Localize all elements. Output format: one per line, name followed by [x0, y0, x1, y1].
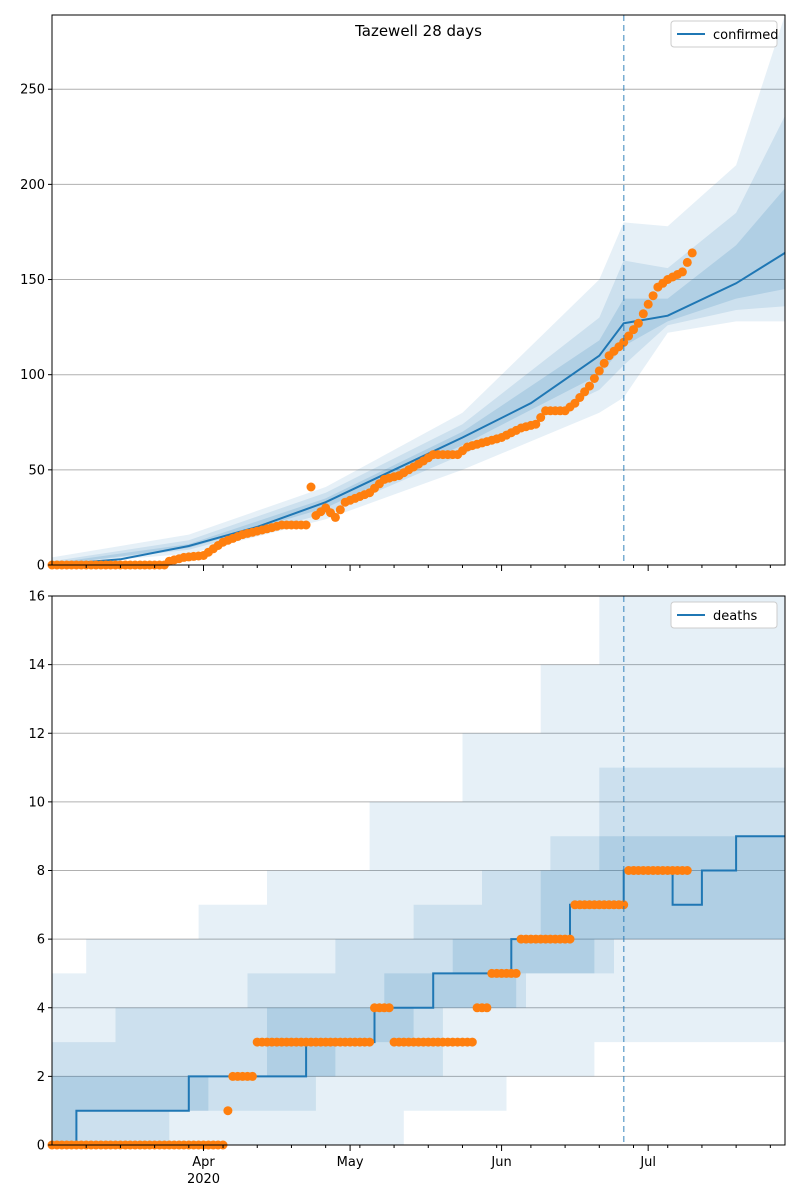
chart-title: Tazewell 28 days: [354, 22, 482, 40]
x-tick-label: Jun: [490, 1155, 511, 1170]
y-tick-label: 0: [37, 1139, 45, 1154]
deaths-axes: 0 2 4 6 8 10 12 14 16 Apr 2020 May Jun Jul: [28, 590, 786, 1187]
deaths-median-line-layer: [52, 835, 785, 1146]
observed-point: [335, 505, 345, 515]
observed-point: [633, 318, 643, 328]
observed-point: [301, 520, 311, 530]
y-tick-label: 6: [37, 933, 45, 948]
observed-point: [330, 512, 340, 522]
observed-point: [677, 267, 687, 277]
observed-point: [482, 1003, 492, 1013]
observed-point: [536, 413, 546, 422]
observed-point: [643, 299, 653, 309]
observed-point: [624, 331, 634, 341]
axes-frame: [51, 14, 786, 566]
observed-point: [599, 358, 609, 368]
legend-box: [670, 20, 778, 48]
observed-point: [223, 1106, 233, 1116]
uncertainty-band-outer: [52, 15, 785, 565]
y-tick-label: 10: [28, 795, 45, 810]
confirmed-median-line-layer: [51, 252, 786, 566]
series-line-confirmed: [51, 252, 786, 566]
observed-point: [687, 248, 697, 258]
observed-point: [629, 325, 638, 335]
y-tick-label: 100: [20, 368, 45, 383]
legend-label-deaths: deaths: [713, 609, 758, 624]
uncertainty-band-middle: [52, 630, 785, 1145]
y-tick-label: 0: [37, 559, 45, 574]
observed-point: [565, 934, 575, 944]
observed-point: [585, 381, 594, 391]
confirmed-axes: 0 50 100 150 200 250: [20, 14, 786, 574]
observed-point: [638, 309, 648, 319]
observed-point: [682, 257, 692, 267]
y-tick-label: 16: [28, 590, 45, 605]
y-tick-label: 14: [28, 658, 45, 673]
x-tick-sublabel: 2020: [187, 1172, 220, 1187]
legend-box: [670, 601, 778, 629]
deaths-panel: 0 2 4 6 8 10 12 14 16 Apr 2020 May Jun Jul deaths: [28, 590, 786, 1187]
observed-point: [384, 1003, 394, 1013]
y-tick-label: 4: [37, 1001, 45, 1016]
uncertainty-band-inner: [52, 767, 785, 1145]
series-line-deaths: [52, 835, 785, 1146]
y-tick-label: 200: [20, 178, 45, 193]
observed-point: [648, 291, 658, 301]
y-tick-label: 12: [28, 727, 45, 742]
observed-point: [682, 866, 692, 875]
y-tick-label: 2: [37, 1070, 45, 1085]
observed-point: [467, 1037, 477, 1047]
observed-point: [306, 482, 316, 492]
y-tick-label: 50: [28, 463, 45, 478]
y-tick-label: 150: [20, 273, 45, 288]
y-tick-label: 8: [37, 864, 45, 879]
x-tick-label: May: [337, 1155, 364, 1170]
deaths-legend: deaths: [670, 601, 778, 629]
observed-point: [589, 374, 599, 383]
confirmed-legend: confirmed: [670, 20, 779, 48]
legend-label-confirmed: confirmed: [713, 28, 779, 43]
observed-point: [247, 1071, 257, 1081]
observed-point: [531, 419, 541, 429]
observed-point: [365, 1037, 375, 1047]
x-tick-label: Apr: [192, 1155, 215, 1170]
observed-point: [619, 900, 629, 910]
deaths-bands: [52, 596, 785, 1145]
observed-point: [511, 968, 521, 978]
uncertainty-band-outer: [52, 596, 785, 1145]
confirmed-panel: 0 50 100 150 200 250 Tazewell 28 days confirm…: [20, 14, 786, 574]
x-tick-label: Jul: [639, 1155, 656, 1170]
observed-point: [619, 337, 629, 347]
uncertainty-band-middle: [52, 115, 785, 566]
observed-point: [594, 366, 604, 376]
confirmed-bands: [52, 15, 785, 566]
y-tick-label: 250: [20, 83, 45, 98]
